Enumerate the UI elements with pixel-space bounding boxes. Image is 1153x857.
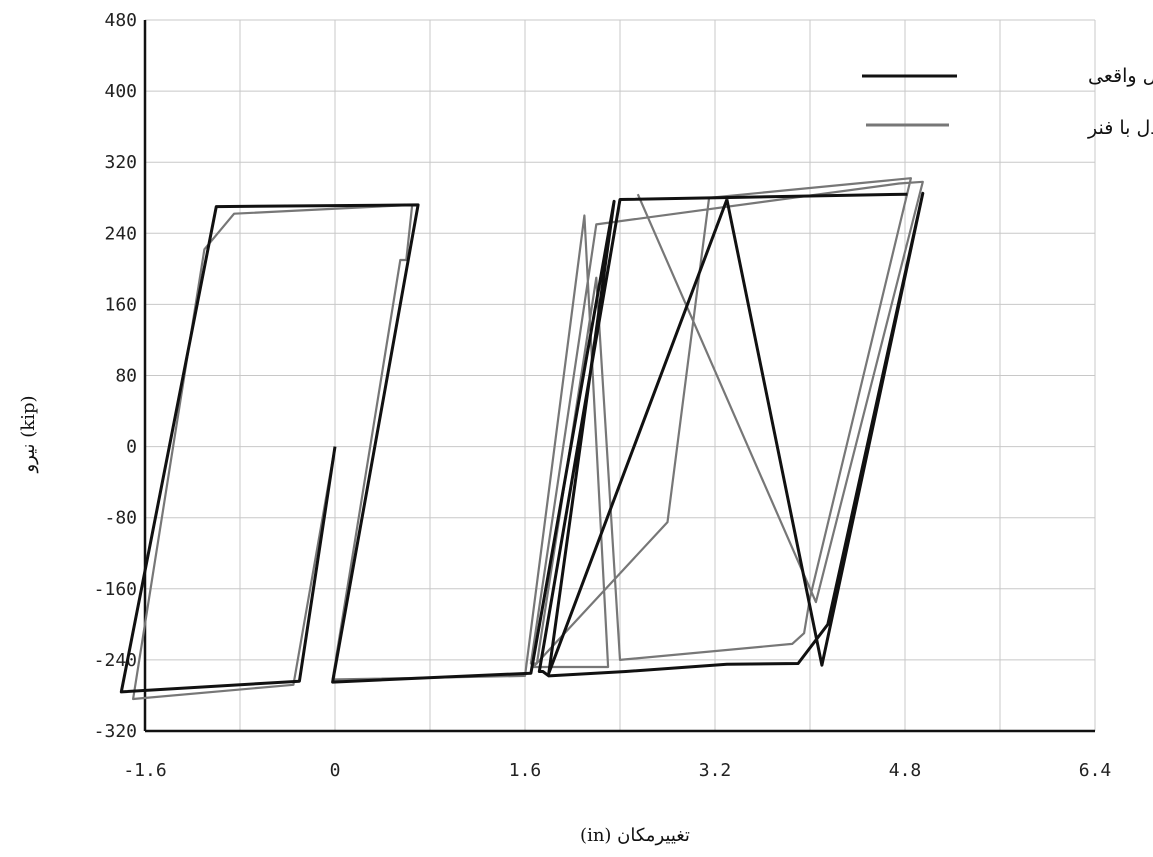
legend-label-spring-model: مدل با فنر [1087, 117, 1153, 139]
y-tick-label: -320 [94, 721, 137, 742]
x-tick-labels: -1.6 0 1.6 3.2 4.8 6.4 [123, 760, 1111, 781]
y-axis-title: نیرو (kip) [18, 395, 39, 473]
x-tick-label: 1.6 [509, 760, 542, 781]
legend: مدل واقعی مدل با فنر [862, 65, 1153, 139]
series-line-spring-model [132, 177, 924, 701]
y-tick-label: -160 [94, 579, 137, 600]
y-tick-label: 0 [126, 437, 137, 458]
x-tick-label: 0 [330, 760, 341, 781]
y-tick-label: 320 [104, 152, 137, 173]
y-tick-label: 480 [104, 10, 137, 31]
y-tick-label: -240 [94, 650, 137, 671]
x-tick-label: 4.8 [889, 760, 922, 781]
y-tick-label: 80 [115, 366, 137, 387]
grid-lines [144, 19, 1096, 732]
y-tick-labels: 480 400 320 240 160 80 0 -80 -160 -240 -320 [94, 10, 137, 742]
x-tick-label: 3.2 [699, 760, 732, 781]
y-tick-label: 240 [104, 223, 137, 244]
series-lines [119, 177, 925, 701]
x-tick-label: 6.4 [1079, 760, 1112, 781]
axes [143, 20, 1095, 733]
y-tick-label: -80 [104, 508, 137, 529]
x-axis-title: تغییرمکان (in) [580, 825, 690, 846]
x-tick-label: -1.6 [123, 760, 166, 781]
legend-label-real-model: مدل واقعی [1088, 65, 1153, 87]
y-tick-label: 160 [104, 294, 137, 315]
series-line-real-model [119, 191, 925, 694]
y-tick-label: 400 [104, 81, 137, 102]
